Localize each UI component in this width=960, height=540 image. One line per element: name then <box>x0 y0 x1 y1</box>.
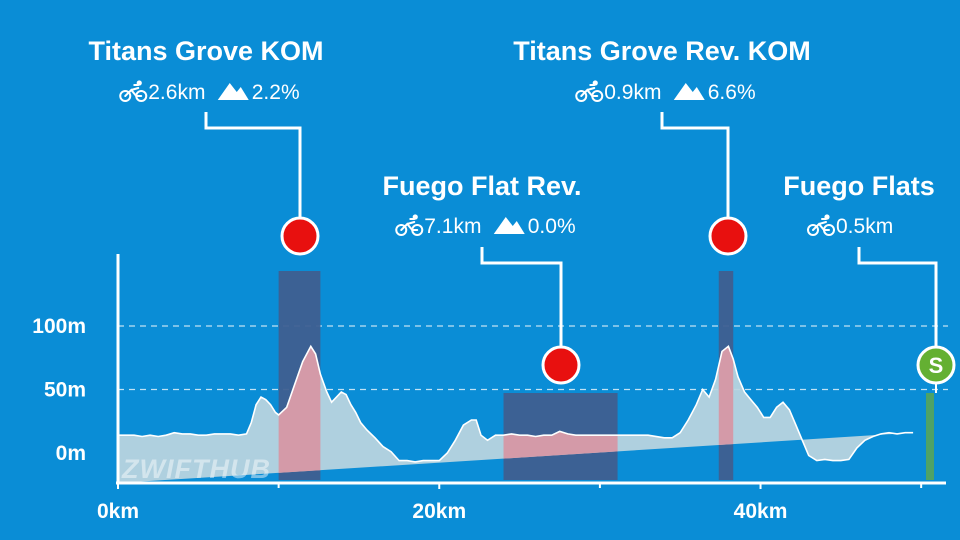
kom-marker <box>541 345 581 385</box>
kom-marker <box>280 216 320 256</box>
bike-icon <box>395 214 424 236</box>
mountain-icon <box>493 217 525 234</box>
segment-label-3: Titans Grove Rev. KOM 0.9km 6.6% <box>513 36 811 256</box>
leader-line <box>204 112 302 218</box>
segment-title: Titans Grove Rev. KOM <box>513 36 811 66</box>
leader-line <box>857 247 938 347</box>
segment-gradient: 6.6% <box>708 81 756 104</box>
leader-line <box>480 247 563 347</box>
segment-profile-fill-3 <box>718 346 734 445</box>
gridlines <box>118 325 948 391</box>
segment-label-4: Fuego Flats 0.5km S <box>783 171 956 393</box>
y-tick-label-100m: 100m <box>32 315 86 338</box>
segment-label-2: Fuego Flat Rev. 7.1km 0.0% <box>382 171 582 385</box>
watermark: ZWIFTHUB <box>121 454 271 484</box>
watermark-text: ZWIFTHUB <box>121 454 271 484</box>
y-tick-label-0m: 0m <box>56 442 86 465</box>
segment-stats: 0.5km <box>807 214 893 238</box>
y-tick-label-50m: 50m <box>44 379 86 402</box>
segment-distance: 2.6km <box>148 81 205 104</box>
segment-title: Fuego Flat Rev. <box>382 171 581 201</box>
segment-profile-fill-1 <box>278 346 321 473</box>
segment-stats: 2.6km 2.2% <box>119 80 300 104</box>
mountain-icon <box>217 83 249 100</box>
mountain-icon <box>673 83 705 100</box>
segment-gradient: 0.0% <box>528 215 576 238</box>
elevation-profile <box>118 344 914 483</box>
segment-title: Fuego Flats <box>783 171 935 201</box>
segment-distance: 0.5km <box>836 215 893 238</box>
segment-gradient: 2.2% <box>252 81 300 104</box>
x-tick-label-40km: 40km <box>734 500 788 523</box>
segment-stats: 7.1km 0.0% <box>395 214 576 238</box>
segment-stats: 0.9km 6.6% <box>575 80 756 104</box>
segment-title: Titans Grove KOM <box>88 36 323 66</box>
elevation-line <box>118 344 914 463</box>
sprint-marker-letter: S <box>929 353 944 378</box>
bike-icon <box>575 80 604 102</box>
segment-bar-4 <box>925 393 935 480</box>
axes: 0m 50m 100m 0km 20km 40km <box>32 254 946 523</box>
x-tick-label-20km: 20km <box>412 500 466 523</box>
segment-label-1: Titans Grove KOM 2.6km 2.2% <box>88 36 324 256</box>
x-tick-label-0km: 0km <box>97 500 139 523</box>
bike-icon <box>807 214 835 236</box>
segment-labels: Titans Grove KOM 2.6km 2.2% Fuego Flat Rev.… <box>88 36 956 393</box>
kom-marker <box>708 216 748 256</box>
segment-profile-fill-2 <box>503 431 618 459</box>
leader-line <box>660 112 730 218</box>
bike-icon <box>119 80 148 102</box>
segment-distance: 0.9km <box>604 81 661 104</box>
segment-distance: 7.1km <box>424 215 481 238</box>
